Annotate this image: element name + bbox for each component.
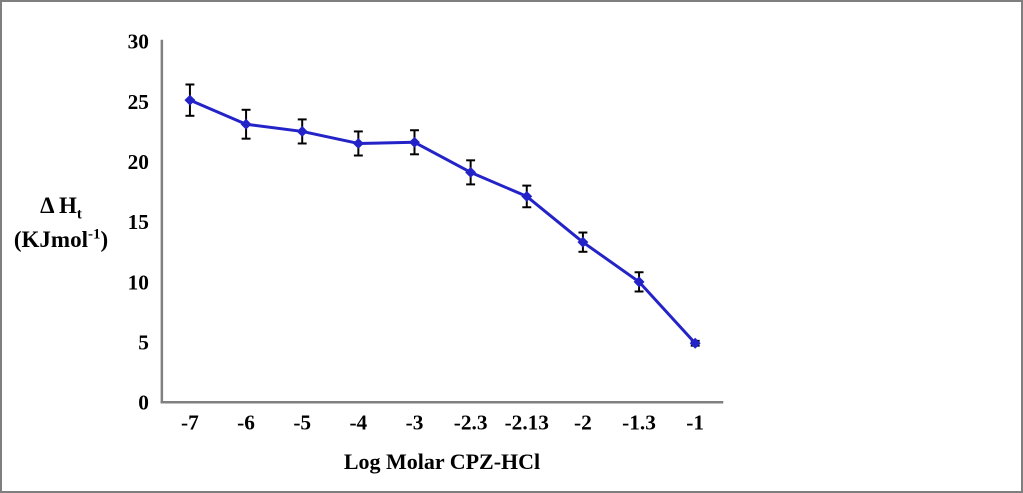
x-tick-label: -3 — [406, 411, 424, 435]
x-tick-label: -1.3 — [622, 411, 656, 435]
data-line — [188, 98, 697, 345]
y-tick-label: 30 — [128, 30, 149, 54]
x-tick-label: -1 — [686, 411, 704, 435]
x-tick-label: -2.13 — [505, 411, 549, 435]
y-axis-title-line2: (KJmol-1) — [13, 226, 109, 252]
y-tick-label: 25 — [128, 90, 149, 114]
data-point-marker — [352, 138, 364, 149]
x-tick-label: -5 — [293, 411, 311, 435]
x-tick-label: -4 — [349, 411, 367, 435]
x-tick-label: -2.3 — [454, 411, 488, 435]
data-point-marker — [184, 94, 196, 106]
y-tick-label: 0 — [138, 391, 149, 415]
x-axis-title: Log Molar CPZ-HCl — [343, 449, 541, 474]
y-tick-label: 10 — [128, 270, 149, 294]
data-point-marker — [465, 166, 477, 178]
x-tick-label: -6 — [237, 411, 255, 435]
data-point-marker — [409, 136, 420, 148]
y-axis-title-line1: Δ Ht — [40, 193, 82, 223]
data-point-marker — [296, 125, 308, 137]
y-tick-label: 15 — [128, 210, 149, 234]
y-tick-label: 20 — [128, 150, 149, 174]
y-axis-title: Δ Ht (KJmol-1) — [6, 191, 116, 254]
x-tick-label: -2 — [574, 411, 592, 435]
data-point-marker — [240, 118, 252, 130]
y-tick-label: 5 — [138, 330, 149, 354]
data-point-marker — [689, 337, 701, 349]
x-tick-label: -7 — [181, 411, 199, 435]
